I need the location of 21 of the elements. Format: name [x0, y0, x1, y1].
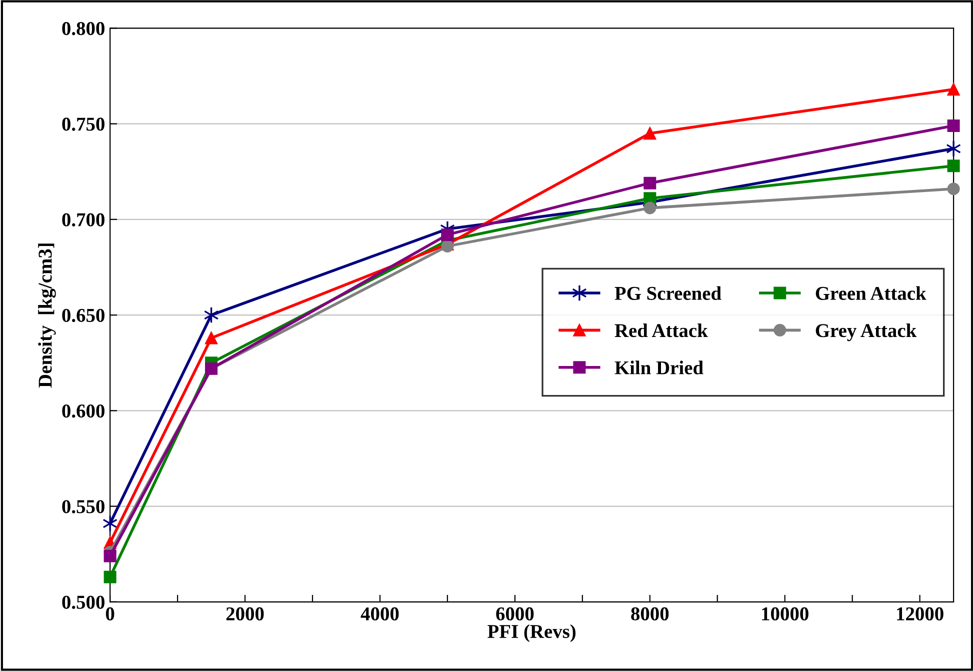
y-tick-label: 0.800 [62, 22, 104, 36]
legend-label: PG Screened [614, 286, 722, 300]
legend-label: Kiln Dried [614, 360, 704, 374]
x-tick-label: 2000 [226, 607, 264, 620]
legend-label: Grey Attack [816, 323, 917, 342]
x-tick-label: 10000 [762, 607, 808, 620]
y-tick-label: 0.700 [62, 213, 104, 226]
y-tick-label: 0.500 [62, 596, 104, 609]
x-tick-label: 8000 [631, 607, 669, 620]
y-tick-label: 0.600 [62, 404, 104, 418]
x-tick-label: 0 [106, 607, 114, 620]
x-tick-label: 12000 [897, 607, 944, 620]
x-tick-label: 4000 [360, 607, 399, 620]
y-tick-label: 0.650 [62, 308, 104, 322]
x-tick-label: 6000 [496, 607, 534, 620]
legend-label: Red Attack [614, 323, 708, 338]
y-tick-label: 0.550 [62, 500, 104, 514]
legend-label: Green Attack [816, 286, 926, 300]
y-tick-label: 0.750 [62, 118, 104, 131]
x-axis-title: PFI (Revs) [488, 624, 576, 642]
y-axis-title: Density [kg/cm3] [38, 244, 56, 388]
